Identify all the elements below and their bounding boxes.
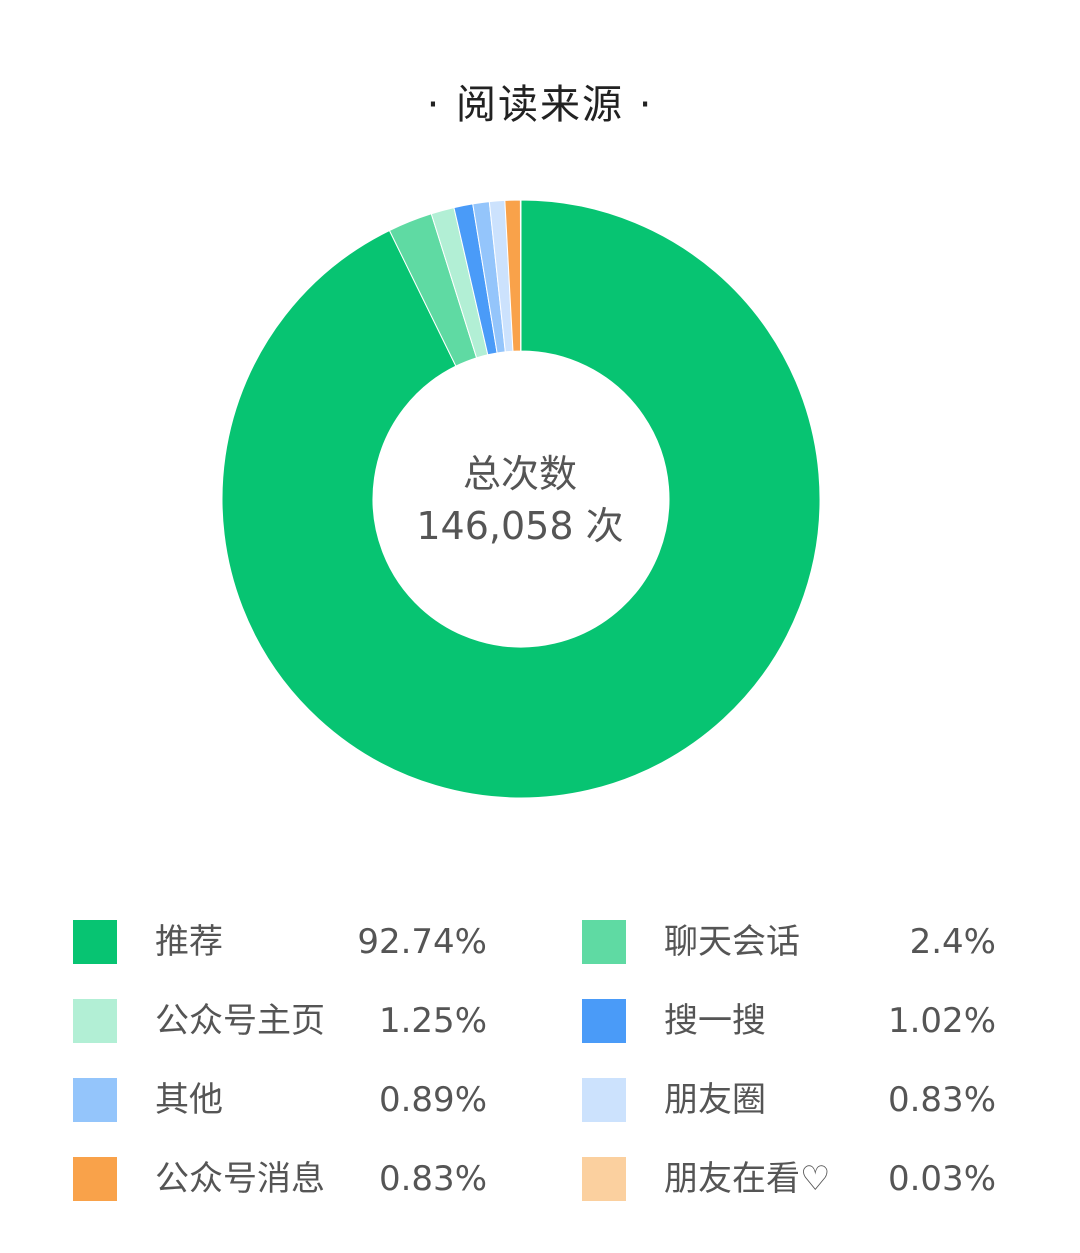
legend-swatch	[582, 999, 626, 1043]
legend-label: 搜一搜	[664, 1001, 766, 1041]
legend-swatch	[582, 920, 626, 964]
legend-label: 其他	[155, 1080, 223, 1120]
legend-item: 朋友在看♡ 0.03%	[582, 1155, 996, 1201]
legend-value: 0.83%	[378, 1159, 487, 1199]
legend-swatch	[73, 920, 117, 964]
legend-item: 其他 0.89%	[73, 1076, 487, 1122]
legend-value: 0.03%	[887, 1159, 996, 1199]
legend-item: 搜一搜 1.02%	[582, 997, 996, 1043]
slice-8	[519, 199, 522, 352]
legend-label: 推荐	[155, 922, 223, 962]
legend-label: 朋友在看♡	[664, 1159, 831, 1199]
legend-value: 0.83%	[887, 1080, 996, 1120]
legend-label: 朋友圈	[664, 1080, 766, 1120]
center-summary: 总次数 146,058 次	[370, 448, 670, 552]
legend-label: 公众号主页	[155, 1001, 325, 1041]
legend-swatch	[73, 999, 117, 1043]
slice-1	[221, 199, 821, 799]
legend-item: 推荐 92.74%	[73, 918, 487, 964]
legend-value: 1.25%	[378, 1001, 487, 1041]
legend-item: 公众号消息 0.83%	[73, 1155, 487, 1201]
legend-label: 聊天会话	[664, 922, 800, 962]
chart-title: · 阅读来源 ·	[426, 82, 654, 128]
legend-value: 1.02%	[887, 1001, 996, 1041]
legend-value: 2.4%	[909, 922, 996, 962]
donut-chart	[221, 199, 821, 799]
total-label: 总次数	[462, 452, 577, 496]
legend-swatch	[73, 1157, 117, 1201]
legend-value: 92.74%	[357, 922, 487, 962]
legend-label: 公众号消息	[155, 1159, 325, 1199]
legend-swatch	[582, 1157, 626, 1201]
total-value: 146,058 次	[416, 504, 624, 548]
legend-value: 0.89%	[378, 1080, 487, 1120]
legend-swatch	[73, 1078, 117, 1122]
legend-item: 公众号主页 1.25%	[73, 997, 487, 1043]
legend-item: 朋友圈 0.83%	[582, 1076, 996, 1122]
legend-swatch	[582, 1078, 626, 1122]
legend-item: 聊天会话 2.4%	[582, 918, 996, 964]
donut-svg	[221, 199, 821, 799]
